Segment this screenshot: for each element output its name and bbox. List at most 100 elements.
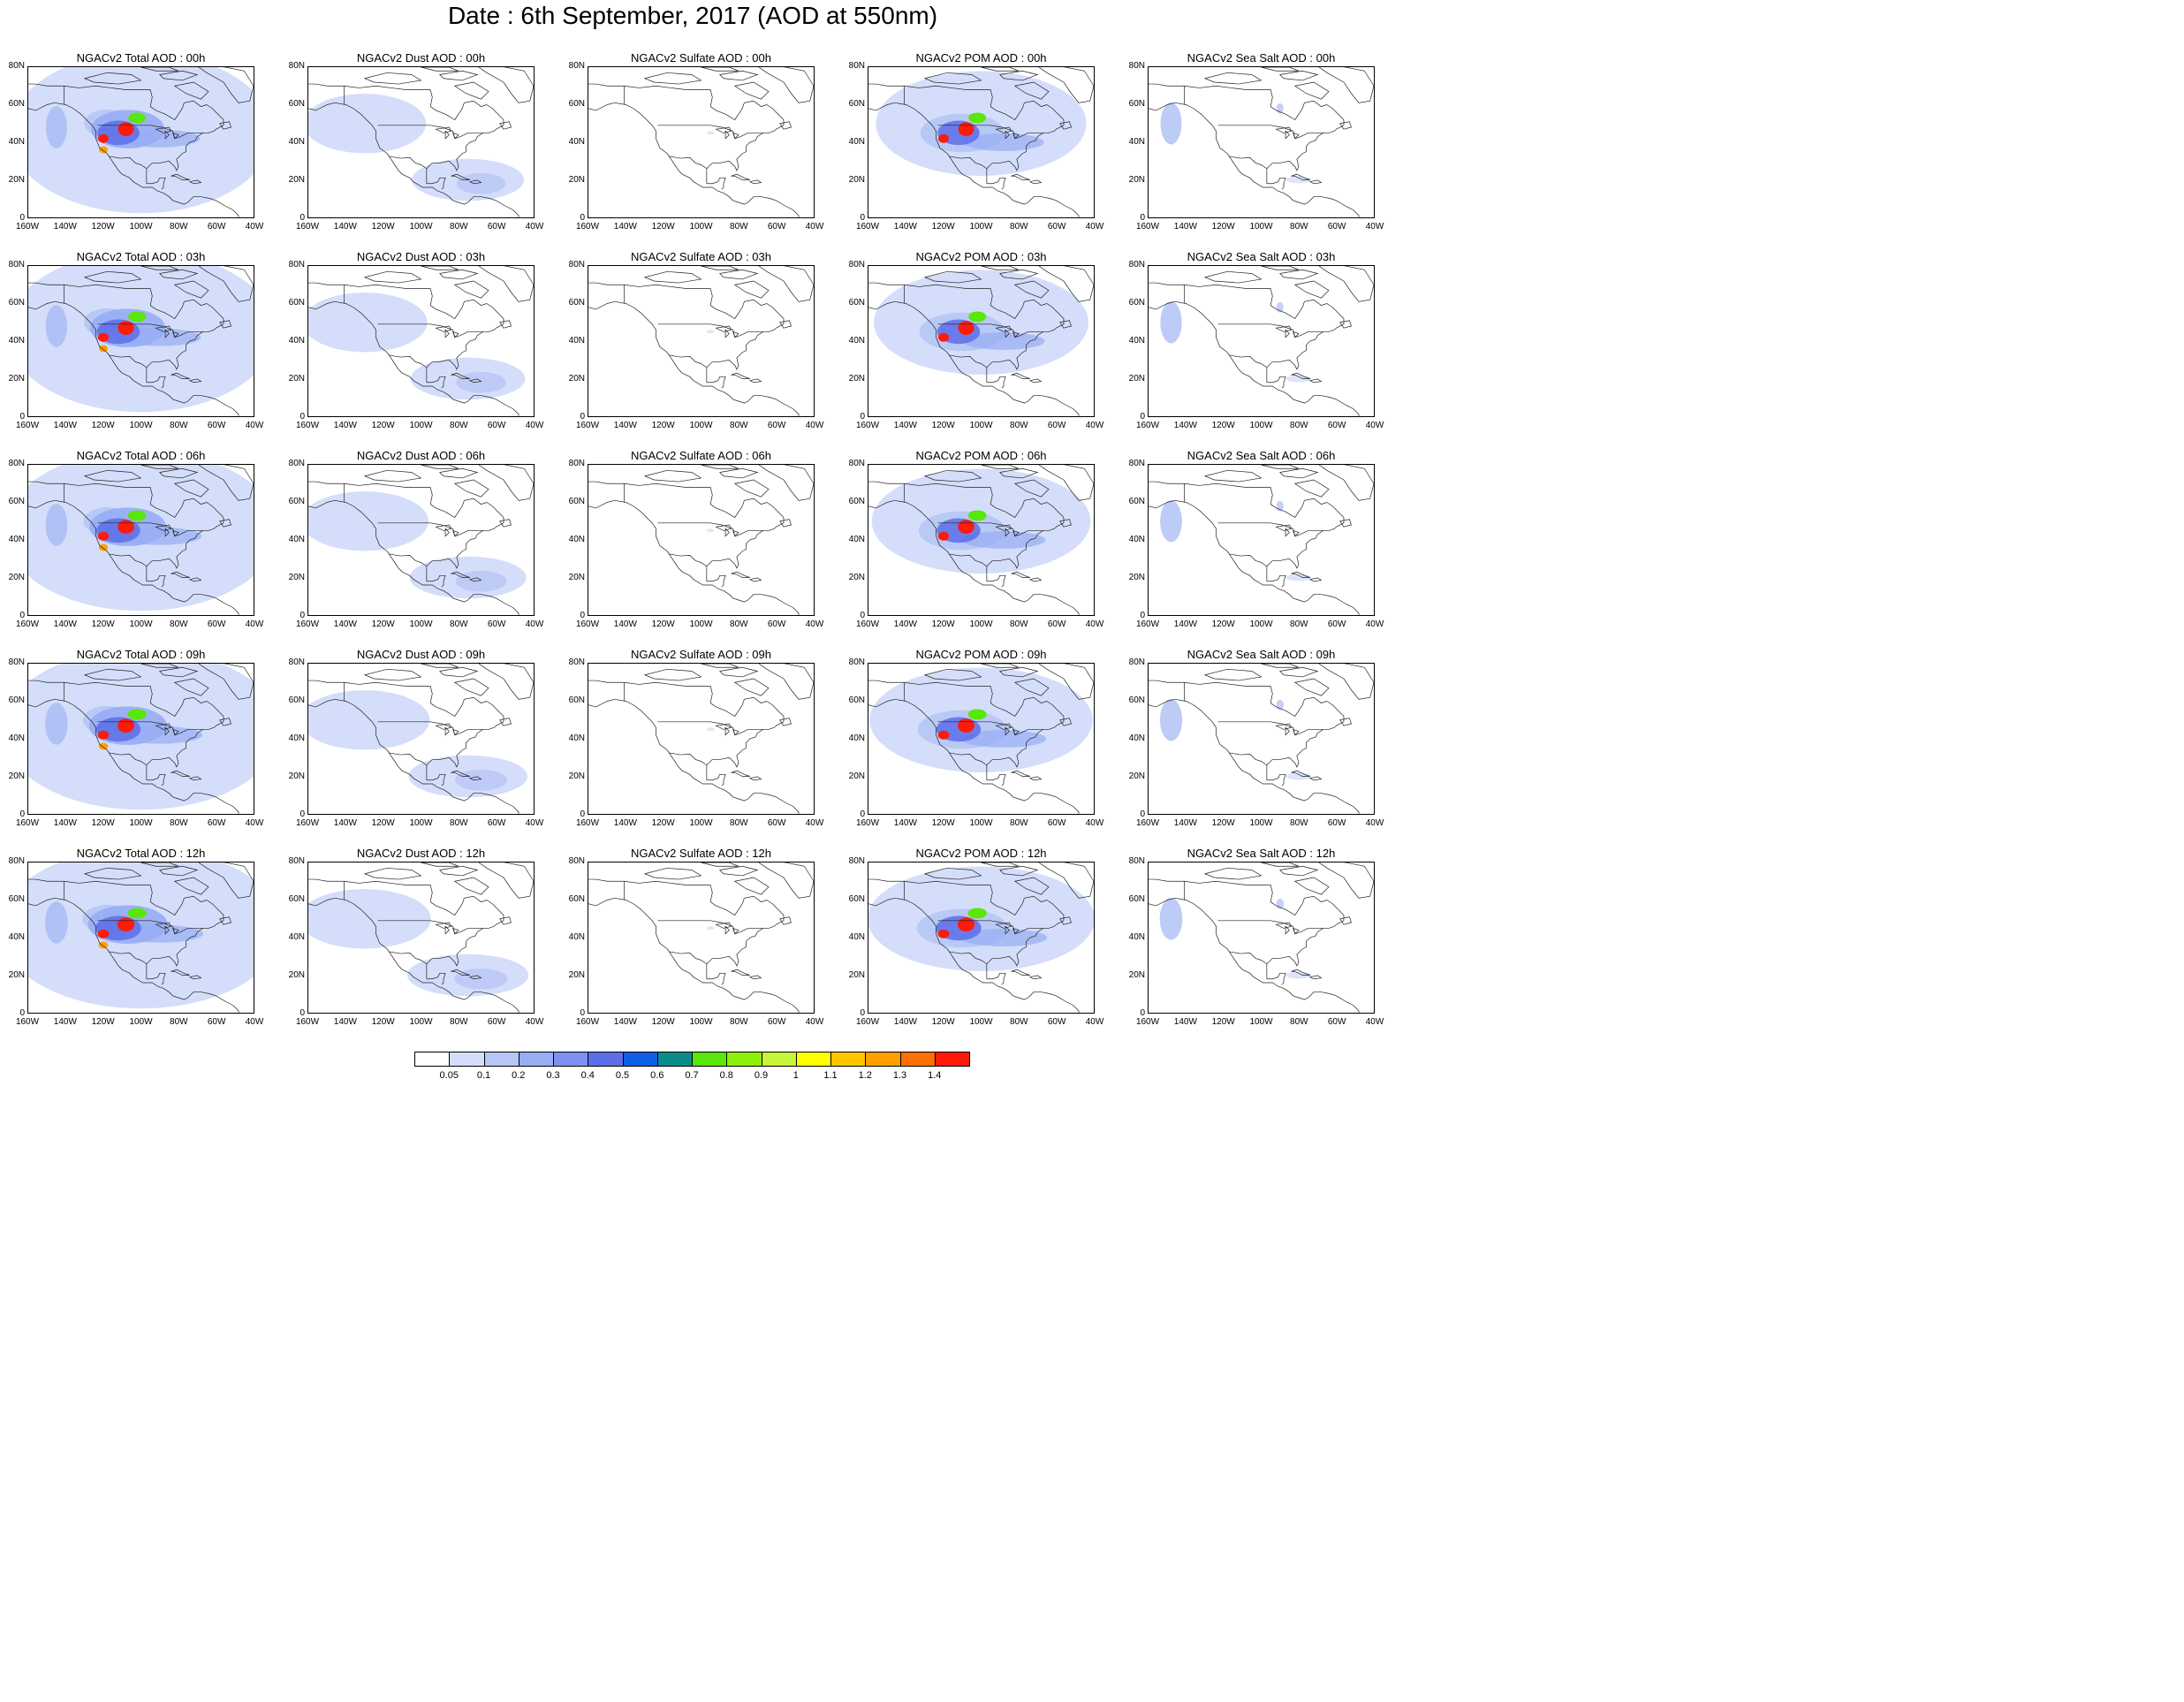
map-panel: NGACv2 Total AOD : 06h 80N 60N 40N 20N 0 160W 1…: [0, 449, 265, 634]
coastline: [1293, 529, 1300, 537]
latitude-tick-label: 40N: [8, 535, 25, 544]
latitude-tick-label: 0: [860, 809, 865, 819]
coastline: [701, 664, 739, 668]
coastline: [1028, 975, 1043, 980]
longitude-tick-label: 40W: [805, 222, 824, 232]
latitude-tick-label: 60N: [288, 298, 305, 308]
coastline: [478, 465, 534, 501]
latitude-tick-label: 0: [1140, 1008, 1145, 1018]
coastline: [724, 925, 730, 935]
longitude-tick-label: 120W: [371, 818, 395, 828]
coastline: [444, 925, 450, 935]
coastline: [1217, 323, 1323, 338]
longitude-tick-label: 140W: [893, 818, 917, 828]
coastline: [1291, 173, 1310, 180]
coastline: [109, 553, 148, 567]
aod-map: [308, 664, 534, 814]
aod-plume: [967, 908, 987, 919]
longitude-tick-label: 160W: [575, 1017, 600, 1027]
coastline: [1149, 102, 1360, 217]
aod-plume: [707, 131, 715, 135]
longitude-tick-label: 100W: [689, 1017, 713, 1027]
coastline: [451, 770, 470, 777]
coastline: [758, 266, 814, 302]
latitude-tick-label: 20N: [8, 771, 25, 781]
coastline: [1149, 282, 1273, 306]
coastline: [1217, 125, 1323, 140]
latitude-tick-label: 80N: [8, 459, 25, 468]
coastline: [1059, 519, 1072, 528]
coastline: [28, 300, 239, 416]
coastline: [389, 156, 428, 170]
coastline: [429, 100, 488, 120]
aod-map: [588, 266, 814, 416]
latitude-tick-label: 60N: [288, 695, 305, 705]
coastline: [452, 728, 459, 736]
coastline: [426, 701, 504, 780]
latitude-tick-label: 20N: [288, 374, 305, 384]
coastline: [453, 280, 489, 299]
coastline: [164, 726, 170, 736]
coastline: [990, 299, 1048, 319]
coastline: [363, 72, 422, 85]
coastline: [155, 325, 172, 332]
longitude-tick-label: 80W: [450, 421, 468, 430]
map-frame: [1148, 464, 1375, 616]
coastline: [1059, 320, 1072, 329]
coastline: [453, 678, 489, 696]
coastline: [1291, 571, 1310, 578]
map-frame: [868, 66, 1095, 218]
coastline: [140, 862, 179, 867]
longitude-tick-label: 120W: [1211, 619, 1235, 629]
coastline: [452, 927, 459, 935]
coastline: [1339, 519, 1352, 528]
longitude-tick-label: 80W: [170, 222, 188, 232]
latitude-tick-label: 60N: [288, 894, 305, 904]
coastline: [1261, 266, 1300, 270]
aod-plume: [98, 742, 109, 750]
panel-title: NGACv2 Sea Salt AOD : 00h: [1187, 51, 1336, 65]
longitude-tick-label: 60W: [1047, 619, 1066, 629]
coastline: [109, 752, 148, 766]
coastline: [172, 331, 179, 338]
longitude-tick-label: 140W: [1173, 818, 1197, 828]
coastline: [308, 102, 519, 217]
latitude-tick-label: 40N: [288, 336, 305, 346]
coastline: [1339, 121, 1352, 130]
aod-plume: [97, 929, 110, 938]
aod-field: [707, 330, 715, 334]
coastline: [1059, 121, 1072, 130]
coastline: [171, 969, 190, 976]
aod-map: [1149, 465, 1374, 615]
longitude-tick-label: 60W: [1327, 818, 1346, 828]
coastline: [97, 125, 203, 140]
coastline: [669, 951, 708, 965]
colorbar-swatch: [934, 1052, 970, 1067]
latitude-tick-label: 0: [860, 1008, 865, 1018]
map-frame: [588, 265, 815, 417]
panel-title: NGACv2 Total AOD : 06h: [76, 449, 206, 462]
panel-title: NGACv2 Dust AOD : 12h: [356, 847, 486, 860]
aod-plume: [308, 889, 431, 949]
coastline: [439, 865, 479, 877]
coastline: [868, 680, 993, 703]
longitude-tick-label: 120W: [1211, 421, 1235, 430]
coastline: [986, 177, 1006, 190]
colorbar-swatch: [553, 1052, 589, 1067]
longitude-tick-label: 120W: [91, 1017, 115, 1027]
longitude-tick-label: 160W: [1135, 818, 1160, 828]
aod-plume: [937, 730, 950, 740]
map-panel: NGACv2 Sea Salt AOD : 12h 80N 60N 40N 20N 0 16…: [1120, 847, 1385, 1032]
latitude-tick-label: 80N: [1128, 61, 1145, 71]
latitude-tick-label: 0: [580, 809, 585, 819]
aod-plume: [99, 146, 108, 154]
coastline: [1149, 499, 1360, 615]
coastline: [1149, 300, 1360, 416]
coastline: [444, 329, 450, 338]
latitude-tick-label: 20N: [8, 970, 25, 980]
latitude-tick-label: 0: [1140, 412, 1145, 422]
aod-plume: [45, 901, 68, 944]
coastline: [779, 916, 792, 925]
longitude-tick-label: 40W: [245, 222, 264, 232]
longitude-tick-label: 100W: [1249, 619, 1273, 629]
